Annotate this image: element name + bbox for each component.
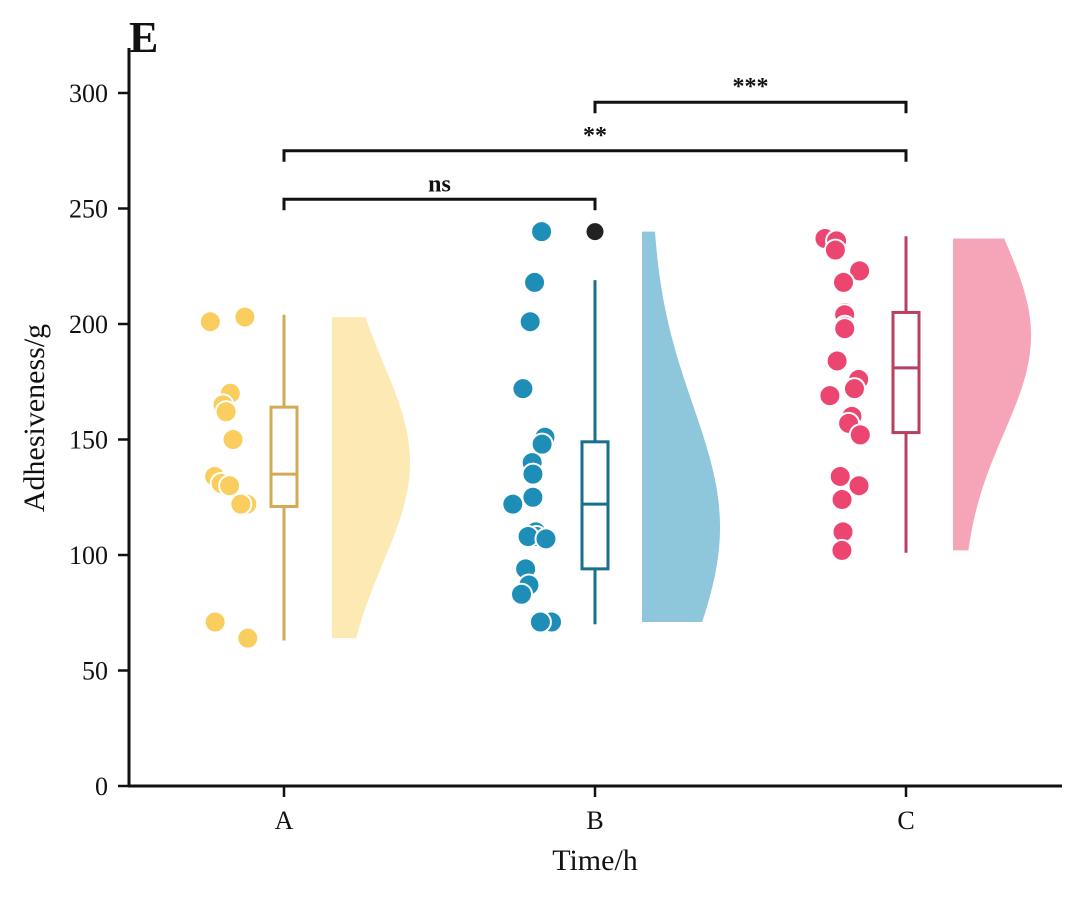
significance-bracket — [593, 100, 908, 114]
data-point-a — [203, 610, 227, 634]
y-tick-label: 0 — [95, 772, 108, 801]
violin-a — [332, 317, 410, 639]
data-point-c — [848, 259, 872, 283]
data-point-b — [534, 527, 558, 551]
y-ticks: 0 50 100 150 200 250 300 — [69, 79, 129, 801]
y-tick-label: 100 — [69, 541, 108, 570]
data-point-c — [818, 384, 842, 408]
data-point-c — [842, 377, 866, 401]
significance-layer: ns***** — [282, 74, 908, 211]
data-point-b — [511, 377, 535, 401]
data-point-b — [523, 270, 547, 294]
data-point-c — [830, 488, 854, 512]
y-tick-label: 250 — [69, 195, 108, 224]
significance-bracket — [282, 197, 597, 211]
data-point-c — [847, 474, 871, 498]
data-point-b — [510, 582, 534, 606]
violin-c — [953, 238, 1031, 551]
data-point-b — [530, 432, 554, 456]
data-point-c — [823, 238, 847, 262]
data-point-a — [233, 305, 257, 329]
data-point-a — [214, 400, 238, 424]
data-point-b — [501, 492, 525, 516]
data-point-c — [828, 464, 852, 488]
box-layer — [269, 223, 921, 641]
violin-layer — [332, 231, 1031, 639]
data-point-b — [521, 485, 545, 509]
x-axis-title: Time/h — [552, 844, 638, 877]
significance-label: ns — [428, 171, 451, 197]
data-point-a — [221, 428, 245, 451]
y-tick-label: 300 — [69, 79, 108, 108]
x-ticks: A B C — [275, 786, 915, 835]
data-point-b — [518, 310, 542, 334]
y-tick-label: 150 — [69, 426, 108, 455]
data-point-c — [832, 270, 856, 294]
data-point-c — [833, 317, 857, 341]
data-point-b — [528, 610, 552, 634]
panel-letter: E — [129, 13, 158, 62]
y-tick-label: 200 — [69, 310, 108, 339]
outlier-point-b — [586, 223, 604, 241]
y-axis-title: Adhesiveness/g — [18, 324, 51, 512]
significance-label: ** — [583, 123, 607, 149]
data-point-a — [198, 310, 222, 334]
data-point-c — [830, 538, 854, 562]
y-tick-label: 50 — [82, 657, 108, 686]
significance-bracket — [282, 149, 908, 162]
data-point-b — [521, 462, 545, 486]
box-c — [891, 310, 921, 435]
data-point-b — [530, 220, 554, 244]
data-point-a — [229, 492, 253, 516]
x-tick-label: B — [586, 806, 603, 835]
data-point-c — [848, 423, 872, 447]
x-tick-label: C — [897, 806, 914, 835]
point-layer — [198, 220, 872, 650]
data-point-c — [825, 349, 849, 373]
violin-b — [642, 231, 720, 622]
data-point-a — [236, 626, 260, 650]
x-tick-label: A — [275, 806, 294, 835]
data-point-a — [218, 474, 242, 498]
box-a — [269, 405, 299, 508]
significance-label: *** — [733, 74, 769, 100]
